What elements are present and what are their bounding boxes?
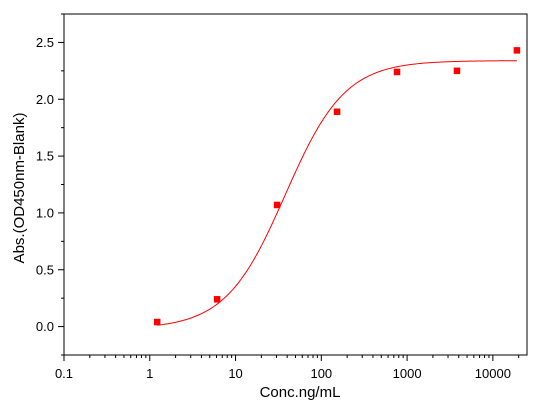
data-point <box>333 108 341 116</box>
y-tick-label: 2.0 <box>36 92 54 107</box>
x-tick-label: 1 <box>146 366 153 381</box>
data-point <box>153 318 161 326</box>
y-tick-label: 0.5 <box>36 262 54 277</box>
fit-curve-layer <box>157 60 517 326</box>
plot-frame <box>63 13 528 356</box>
y-tick-label: 2.5 <box>36 35 54 50</box>
data-point <box>213 296 221 303</box>
plot-border <box>63 13 528 356</box>
data-point <box>273 201 281 209</box>
y-tick-label: 1.0 <box>36 205 54 220</box>
x-axis-title: Conc.ng/mL <box>260 384 341 401</box>
y-axis-ticks: 0.0 0.5 1.0 1.5 2.0 2.5 <box>36 13 64 356</box>
x-tick-label: 0.1 <box>55 366 73 381</box>
data-point <box>393 68 401 76</box>
x-axis-ticks: 0.1 1 10 100 1000 10000 <box>55 355 520 381</box>
fit-curve-line <box>157 60 517 326</box>
x-tick-label: 10 <box>228 366 242 381</box>
x-tick-label: 10000 <box>475 366 511 381</box>
y-tick-label: 0.0 <box>36 319 54 334</box>
y-axis-title: Abs.(OD450nm-Blank) <box>11 113 28 264</box>
data-point <box>513 47 521 54</box>
x-tick-label: 100 <box>310 366 332 381</box>
data-point <box>453 67 461 75</box>
x-tick-label: 1000 <box>393 366 422 381</box>
data-points-layer <box>153 47 521 326</box>
y-tick-label: 1.5 <box>36 149 54 164</box>
